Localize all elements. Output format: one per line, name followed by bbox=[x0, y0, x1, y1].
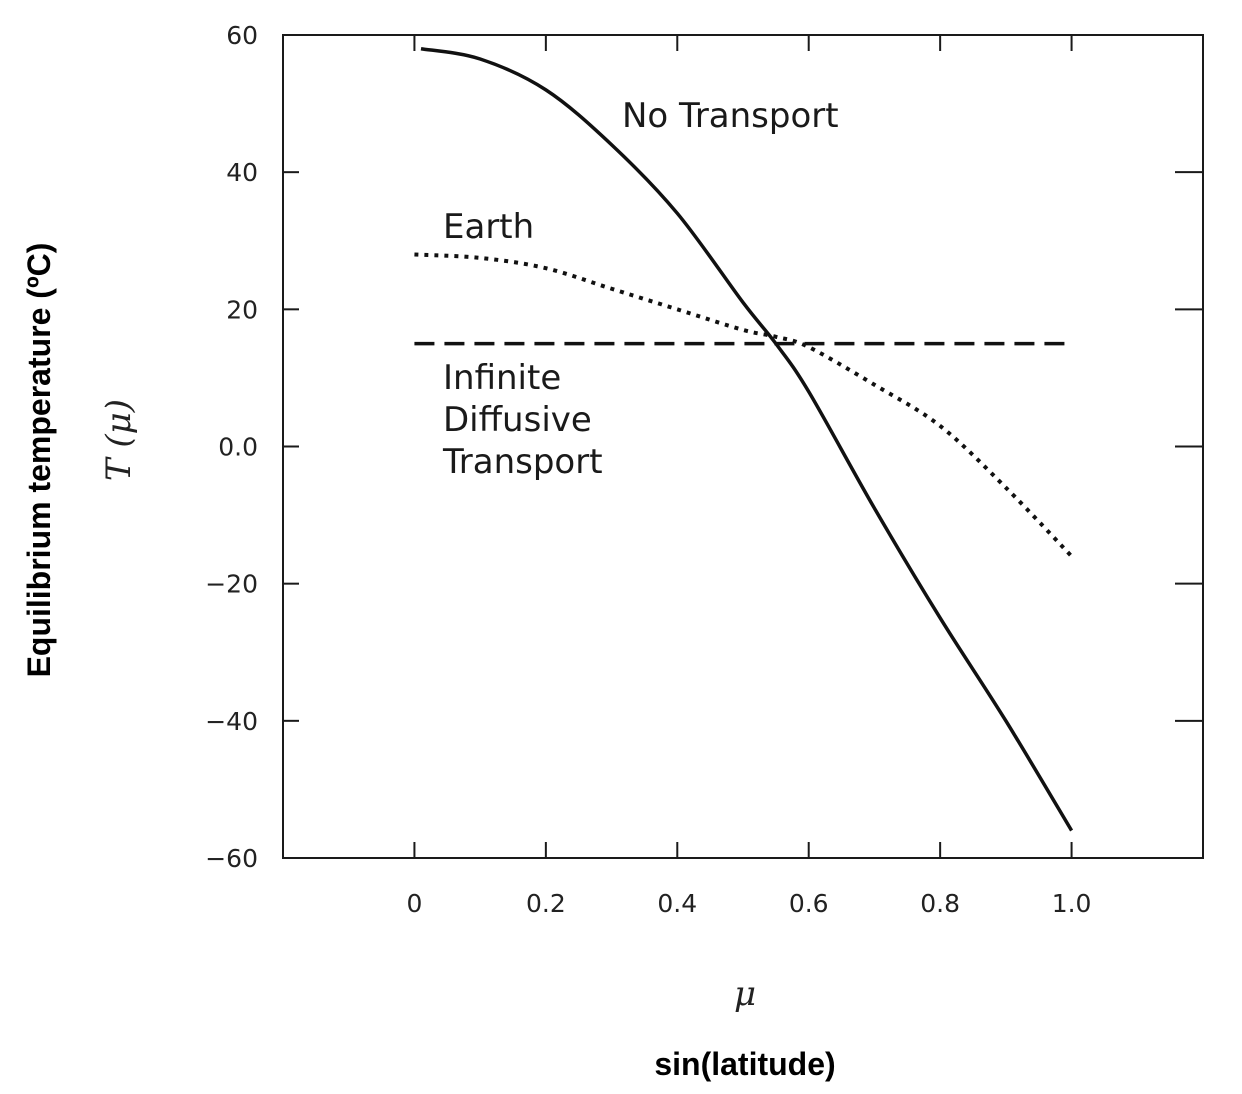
y-tick-label: 40 bbox=[226, 158, 258, 187]
axis-ticks bbox=[283, 34, 1203, 859]
series-group bbox=[414, 46, 1074, 832]
x-tick-label: 0.8 bbox=[920, 889, 960, 918]
y-tick-label: 60 bbox=[226, 21, 258, 50]
annotation-infinite-diffusive-transport: Infinite Diffusive Transport bbox=[442, 358, 603, 482]
x-tick-label: 0.2 bbox=[526, 889, 566, 918]
y-tick-label: −20 bbox=[205, 570, 258, 599]
x-tick-label: 1.0 bbox=[1052, 889, 1092, 918]
annotation-no-transport: No Transport bbox=[622, 96, 839, 136]
y-tick-label: −60 bbox=[205, 844, 258, 873]
annotation-earth: Earth bbox=[443, 207, 534, 247]
y-axis-label: T (μ) bbox=[99, 399, 139, 481]
x-tick-label: 0.6 bbox=[789, 889, 829, 918]
y-axis-secondary-label: Equilibrium temperature (ºC) bbox=[21, 243, 57, 678]
plot-frame bbox=[282, 34, 1204, 859]
x-tick-label: 0.4 bbox=[657, 889, 697, 918]
x-axis-secondary-label: sin(latitude) bbox=[654, 1046, 835, 1082]
y-tick-label: 0.0 bbox=[218, 433, 258, 462]
x-tick-label: 0 bbox=[406, 889, 422, 918]
y-tick-label: −40 bbox=[205, 707, 258, 736]
series-annotations: No Transport Earth Infinite Diffusive Transp… bbox=[442, 96, 839, 482]
x-axis-label: μ bbox=[734, 974, 756, 1014]
axis-tick-labels: 0 0.2 0.4 0.6 0.8 1.0 60 40 20 0.0 −20 −40 −60 bbox=[205, 21, 1091, 918]
y-tick-label: 20 bbox=[226, 295, 258, 324]
